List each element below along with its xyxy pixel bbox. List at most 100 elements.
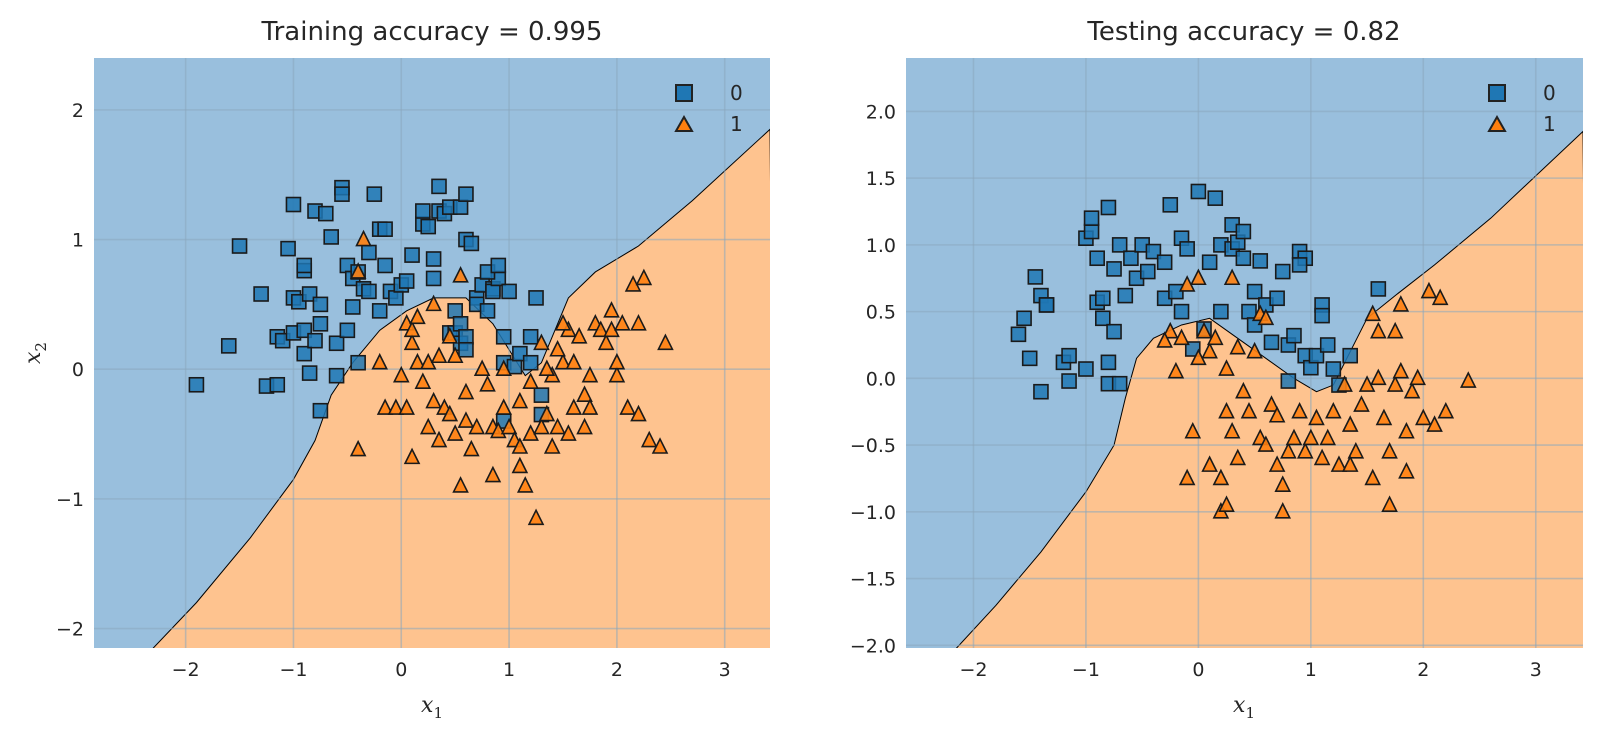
testing-point-class0 (1100, 354, 1117, 371)
testing-point-class1 (1263, 395, 1280, 412)
testing-point-class1 (1409, 368, 1426, 386)
training-point-class1 (425, 294, 442, 312)
testing-point-class1 (1201, 455, 1218, 472)
testing-point-class1 (1195, 321, 1213, 339)
testing-point-class1 (1274, 475, 1292, 492)
testing-point-class0 (1213, 303, 1229, 320)
testing-point-class0 (1139, 263, 1156, 280)
training-point-class1 (446, 346, 464, 364)
testing-point-class1 (1206, 328, 1224, 346)
training-point-class0 (344, 299, 361, 315)
training-point-class1 (640, 430, 658, 448)
training-point-class1 (511, 437, 529, 454)
training-point-class0 (388, 290, 404, 306)
testing-point-class0 (1286, 327, 1302, 344)
training-title: Training accuracy = 0.995 (261, 17, 603, 47)
testing-point-class1 (1280, 441, 1297, 459)
training-point-class1 (630, 314, 647, 331)
training-points (188, 178, 674, 526)
training-point-class1 (576, 417, 593, 435)
testing-ytick-label: 1.0 (866, 235, 896, 257)
testing-point-class0 (1061, 373, 1077, 389)
training-xtick-label: 3 (719, 659, 731, 681)
training-point-class0 (447, 303, 463, 319)
training-point-class1 (581, 365, 599, 383)
training-point-class1 (511, 456, 529, 474)
testing-point-class1 (1392, 295, 1410, 312)
testing-point-class1 (1173, 328, 1190, 346)
testing-point-class1 (1398, 462, 1415, 479)
testing-point-class0 (1111, 237, 1128, 253)
training-legend: 0 1 (674, 81, 743, 136)
testing-xtick-label: −2 (959, 659, 987, 681)
training-point-class1 (597, 333, 615, 351)
training-point-class1 (630, 404, 647, 422)
testing-point-class0 (1106, 323, 1122, 340)
training-xtick-label: 1 (503, 659, 515, 681)
testing-ytick-label: 0.0 (866, 368, 896, 390)
testing-point-class0 (1269, 290, 1285, 307)
training-point-class1 (522, 372, 539, 389)
training-point-class0 (377, 257, 393, 274)
training-point-class0 (366, 186, 383, 202)
training-point-class0 (296, 345, 313, 362)
training-point-class1 (651, 437, 669, 454)
testing-point-class0 (1038, 297, 1055, 313)
testing-point-class0 (1111, 375, 1128, 392)
testing-point-class0 (1342, 347, 1359, 364)
training-point-class1 (533, 333, 550, 351)
testing-point-class1 (1398, 421, 1415, 439)
testing-point-class1 (1358, 375, 1376, 392)
testing-point-class1 (1257, 308, 1275, 326)
testing-point-class0 (1061, 347, 1077, 364)
testing-ytick-label: −2.0 (850, 635, 896, 657)
training-xtick-label: 2 (611, 659, 623, 681)
testing-point-class1 (1178, 275, 1196, 292)
training-point-class1 (495, 398, 512, 415)
testing-point-class1 (1459, 371, 1477, 388)
training-point-class1 (414, 372, 432, 389)
testing-legend-triangle-marker (1487, 114, 1507, 132)
testing-point-class1 (1218, 495, 1235, 512)
testing-point-class1 (1386, 321, 1404, 339)
testing-point-class0 (1235, 223, 1252, 240)
testing-point-class1 (1246, 341, 1263, 359)
testing-point-class1 (1392, 361, 1410, 379)
training-point-class1 (511, 391, 529, 409)
training-point-class0 (425, 251, 442, 267)
testing-point-class1 (1381, 495, 1398, 512)
testing-point-class0 (1201, 254, 1218, 271)
testing-point-class1 (1426, 415, 1443, 432)
testing-point-class1 (1386, 375, 1404, 392)
testing-point-class1 (1218, 359, 1235, 376)
testing-title: Testing accuracy = 0.82 (1086, 17, 1400, 47)
training-point-class0 (328, 335, 345, 352)
training-point-class1 (495, 359, 512, 377)
training-point-class1 (543, 437, 561, 454)
training-point-class1 (441, 404, 459, 422)
testing-point-class1 (1240, 401, 1258, 419)
testing-point-class0 (1095, 290, 1111, 307)
testing-ticks: −2 −1 0 1 2 3 −2.0 −1.5 −1.0 −0.5 0.0 0.5 1.0 1.5 2.0 (850, 101, 1542, 681)
testing-points (1010, 183, 1477, 519)
testing-point-class0 (1033, 383, 1049, 400)
testing-point-class1 (1184, 421, 1202, 439)
training-point-class0 (231, 238, 248, 254)
testing-point-class1 (1403, 381, 1421, 399)
testing-point-class1 (1229, 448, 1247, 466)
testing-point-class0 (1089, 250, 1105, 267)
training-panel: Training accuracy = 0.995 −2 −1 0 1 2 3 −2 −1 0 1… (21, 17, 770, 722)
testing-ytick-label: 1.5 (866, 168, 896, 190)
testing-point-class0 (1252, 253, 1269, 269)
testing-point-class1 (1415, 408, 1432, 426)
training-point-class1 (355, 229, 372, 247)
testing-point-class0 (1291, 257, 1308, 273)
training-point-class0 (361, 244, 377, 261)
testing-point-class0 (1027, 269, 1044, 285)
training-point-class1 (516, 476, 534, 493)
testing-point-class0 (1241, 303, 1257, 320)
testing-point-class1 (1156, 331, 1173, 348)
training-point-class1 (452, 266, 469, 283)
training-point-class0 (463, 235, 480, 252)
